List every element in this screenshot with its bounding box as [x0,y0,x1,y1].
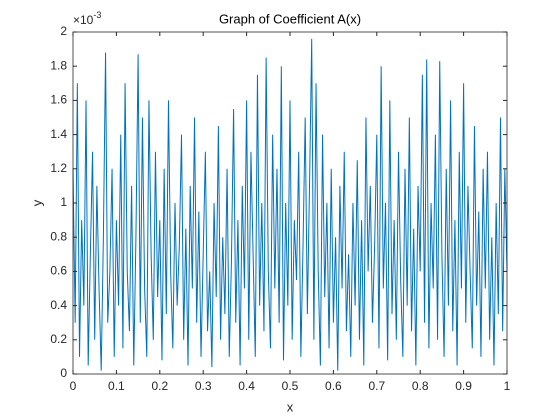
x-tick-label: 0.5 [282,379,299,393]
x-tick-label: 1 [504,379,511,393]
y-tick-label: 1.6 [50,93,67,107]
x-tick-label: 0.3 [195,379,212,393]
x-axis-label: x [287,399,294,414]
x-tick-label: 0.9 [455,379,472,393]
y-tick-label: 1 [60,195,67,209]
chart-title: Graph of Coefficient A(x) [219,11,361,26]
y-tick-label: 2 [60,24,67,38]
y-tick-label: 1.8 [50,58,67,72]
y-tick-label: 0 [60,366,67,380]
y-tick-label: 0.6 [50,264,67,278]
y-axis-label: y [29,199,44,206]
y-exponent: ×10-3 [73,10,101,27]
x-tick-label: 0.2 [151,379,168,393]
x-tick-label: 0.4 [238,379,255,393]
x-tick-label: 0.1 [108,379,125,393]
data-line [72,38,508,371]
y-tick-label: 0.4 [50,298,67,312]
y-tick-label: 1.2 [50,161,67,175]
y-tick-label: 0.8 [50,229,67,243]
x-tick-label: 0.6 [325,379,342,393]
x-tick-label: 0.7 [368,379,385,393]
exponent-base: ×10 [73,13,94,27]
y-tick-label: 0.2 [50,332,67,346]
y-tick-label: 1.4 [50,127,67,141]
x-tick-label: 0.8 [412,379,429,393]
exponent-power: -3 [93,10,101,20]
x-tick-label: 0 [70,379,77,393]
